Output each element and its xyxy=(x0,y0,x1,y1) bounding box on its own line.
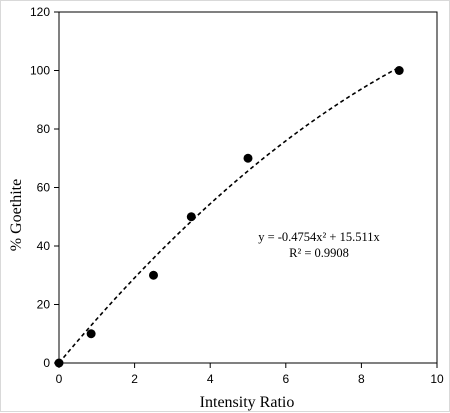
data-point xyxy=(149,270,158,280)
trendline-group xyxy=(58,66,400,364)
data-point xyxy=(86,329,96,339)
x-tick-label: 8 xyxy=(358,372,365,386)
data-point xyxy=(394,66,404,75)
x-tick-label: 6 xyxy=(282,372,289,386)
y-tick-label: 120 xyxy=(30,5,50,19)
trendline xyxy=(58,66,400,364)
x-tick-label: 2 xyxy=(131,372,138,386)
y-tick-label: 100 xyxy=(30,64,50,78)
y-axis-ticks: 0 20 40 60 80 100 120 xyxy=(30,5,59,370)
data-point xyxy=(243,153,253,163)
y-tick-label: 0 xyxy=(43,356,50,370)
plot-border xyxy=(58,11,438,364)
data-point xyxy=(186,212,196,222)
x-axis-title: Intensity Ratio xyxy=(200,394,295,411)
y-axis-title: % Goethite xyxy=(8,179,25,251)
y-tick-label: 60 xyxy=(37,181,51,195)
x-tick-label: 4 xyxy=(207,372,214,386)
plot-area xyxy=(58,11,438,364)
x-tick-label: 0 xyxy=(56,372,63,386)
r-squared-label: R² = 0.9908 xyxy=(289,246,349,260)
y-tick-label: 20 xyxy=(37,298,51,312)
data-points xyxy=(54,66,404,368)
data-point xyxy=(54,358,64,368)
trendline-equation: y = -0.4754x² + 15.511x xyxy=(258,230,380,244)
y-tick-label: 80 xyxy=(37,122,51,136)
x-axis-ticks: 0 2 4 6 8 10 xyxy=(56,363,444,386)
x-tick-label: 10 xyxy=(430,372,444,386)
y-tick-label: 40 xyxy=(37,239,51,253)
